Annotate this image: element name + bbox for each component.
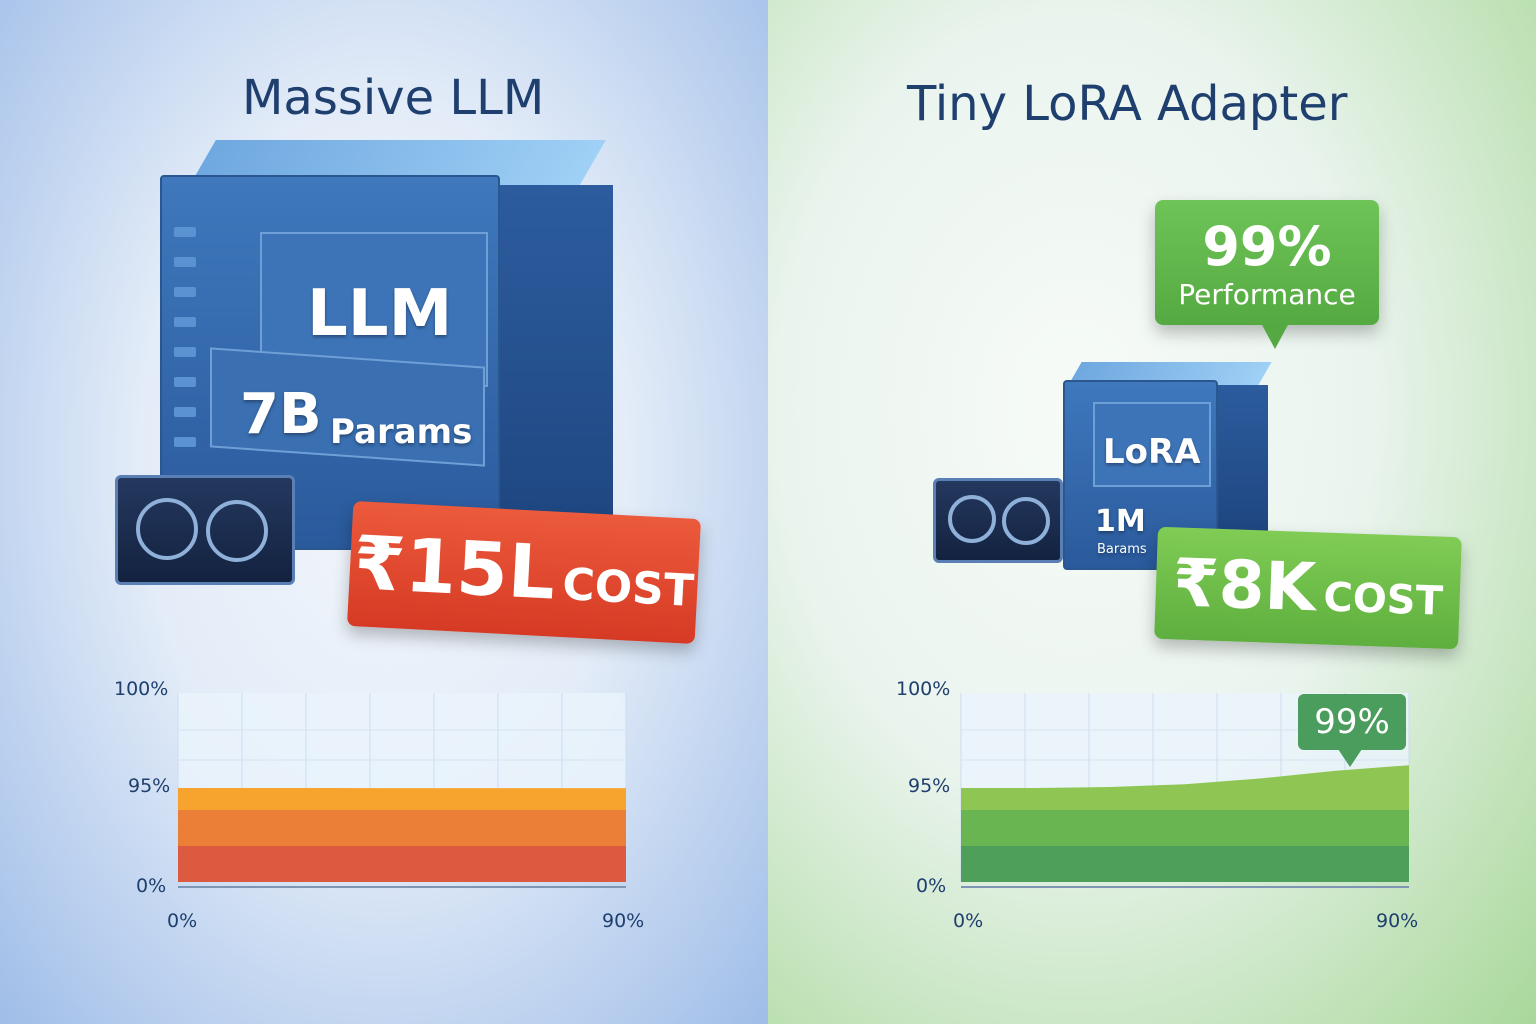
right-title: Tiny LoRA Adapter: [907, 76, 1348, 132]
cost-label: COST: [1322, 574, 1444, 625]
server-label: LLM: [307, 277, 453, 351]
server-side: [1216, 385, 1268, 535]
x-tick: 90%: [602, 910, 645, 932]
y-tick: 95%: [128, 775, 171, 797]
gpu-icon: [933, 478, 1063, 563]
y-tick: 100%: [114, 678, 169, 700]
cost-value: ₹15L: [351, 520, 558, 617]
params-value: 1M: [1095, 504, 1146, 539]
badge-pointer: [1261, 323, 1289, 349]
badge-label: Performance: [1178, 277, 1356, 311]
x-tick: 90%: [1376, 910, 1419, 932]
area-band: [178, 846, 626, 882]
cost-badge: ₹15L COST: [346, 500, 702, 645]
left-title: Massive LLM: [242, 70, 545, 126]
left-panel: Massive LLM LLM 7B Params ₹15L COST 100%…: [0, 0, 768, 1024]
x-tick: 0%: [953, 910, 984, 932]
area-band: [961, 846, 1409, 882]
x-tick: 0%: [167, 910, 198, 932]
chart-annotation: 99%: [1298, 694, 1406, 750]
y-tick: 0%: [136, 875, 167, 897]
left-performance-chart: [177, 693, 627, 888]
server-side: [498, 185, 613, 545]
params-label: Barams: [1097, 542, 1147, 557]
performance-badge: 99% Performance: [1155, 200, 1379, 325]
server-label: LoRA: [1103, 432, 1201, 472]
badge-value: 99%: [1202, 214, 1332, 278]
gpu-icon: [115, 475, 295, 585]
y-tick: 0%: [916, 875, 947, 897]
cost-badge: ₹8K COST: [1154, 526, 1462, 650]
cost-value: ₹8K: [1171, 544, 1318, 627]
right-panel: Tiny LoRA Adapter 99% Performance LoRA 1…: [768, 0, 1536, 1024]
params-label: Params: [330, 412, 473, 452]
y-tick: 95%: [908, 775, 951, 797]
params-value: 7B: [240, 382, 322, 447]
lora-server-icon: LoRA 1M Barams: [1063, 380, 1218, 570]
annotation-pointer: [1338, 749, 1362, 767]
y-tick: 100%: [896, 678, 951, 700]
cost-label: COST: [561, 559, 696, 617]
